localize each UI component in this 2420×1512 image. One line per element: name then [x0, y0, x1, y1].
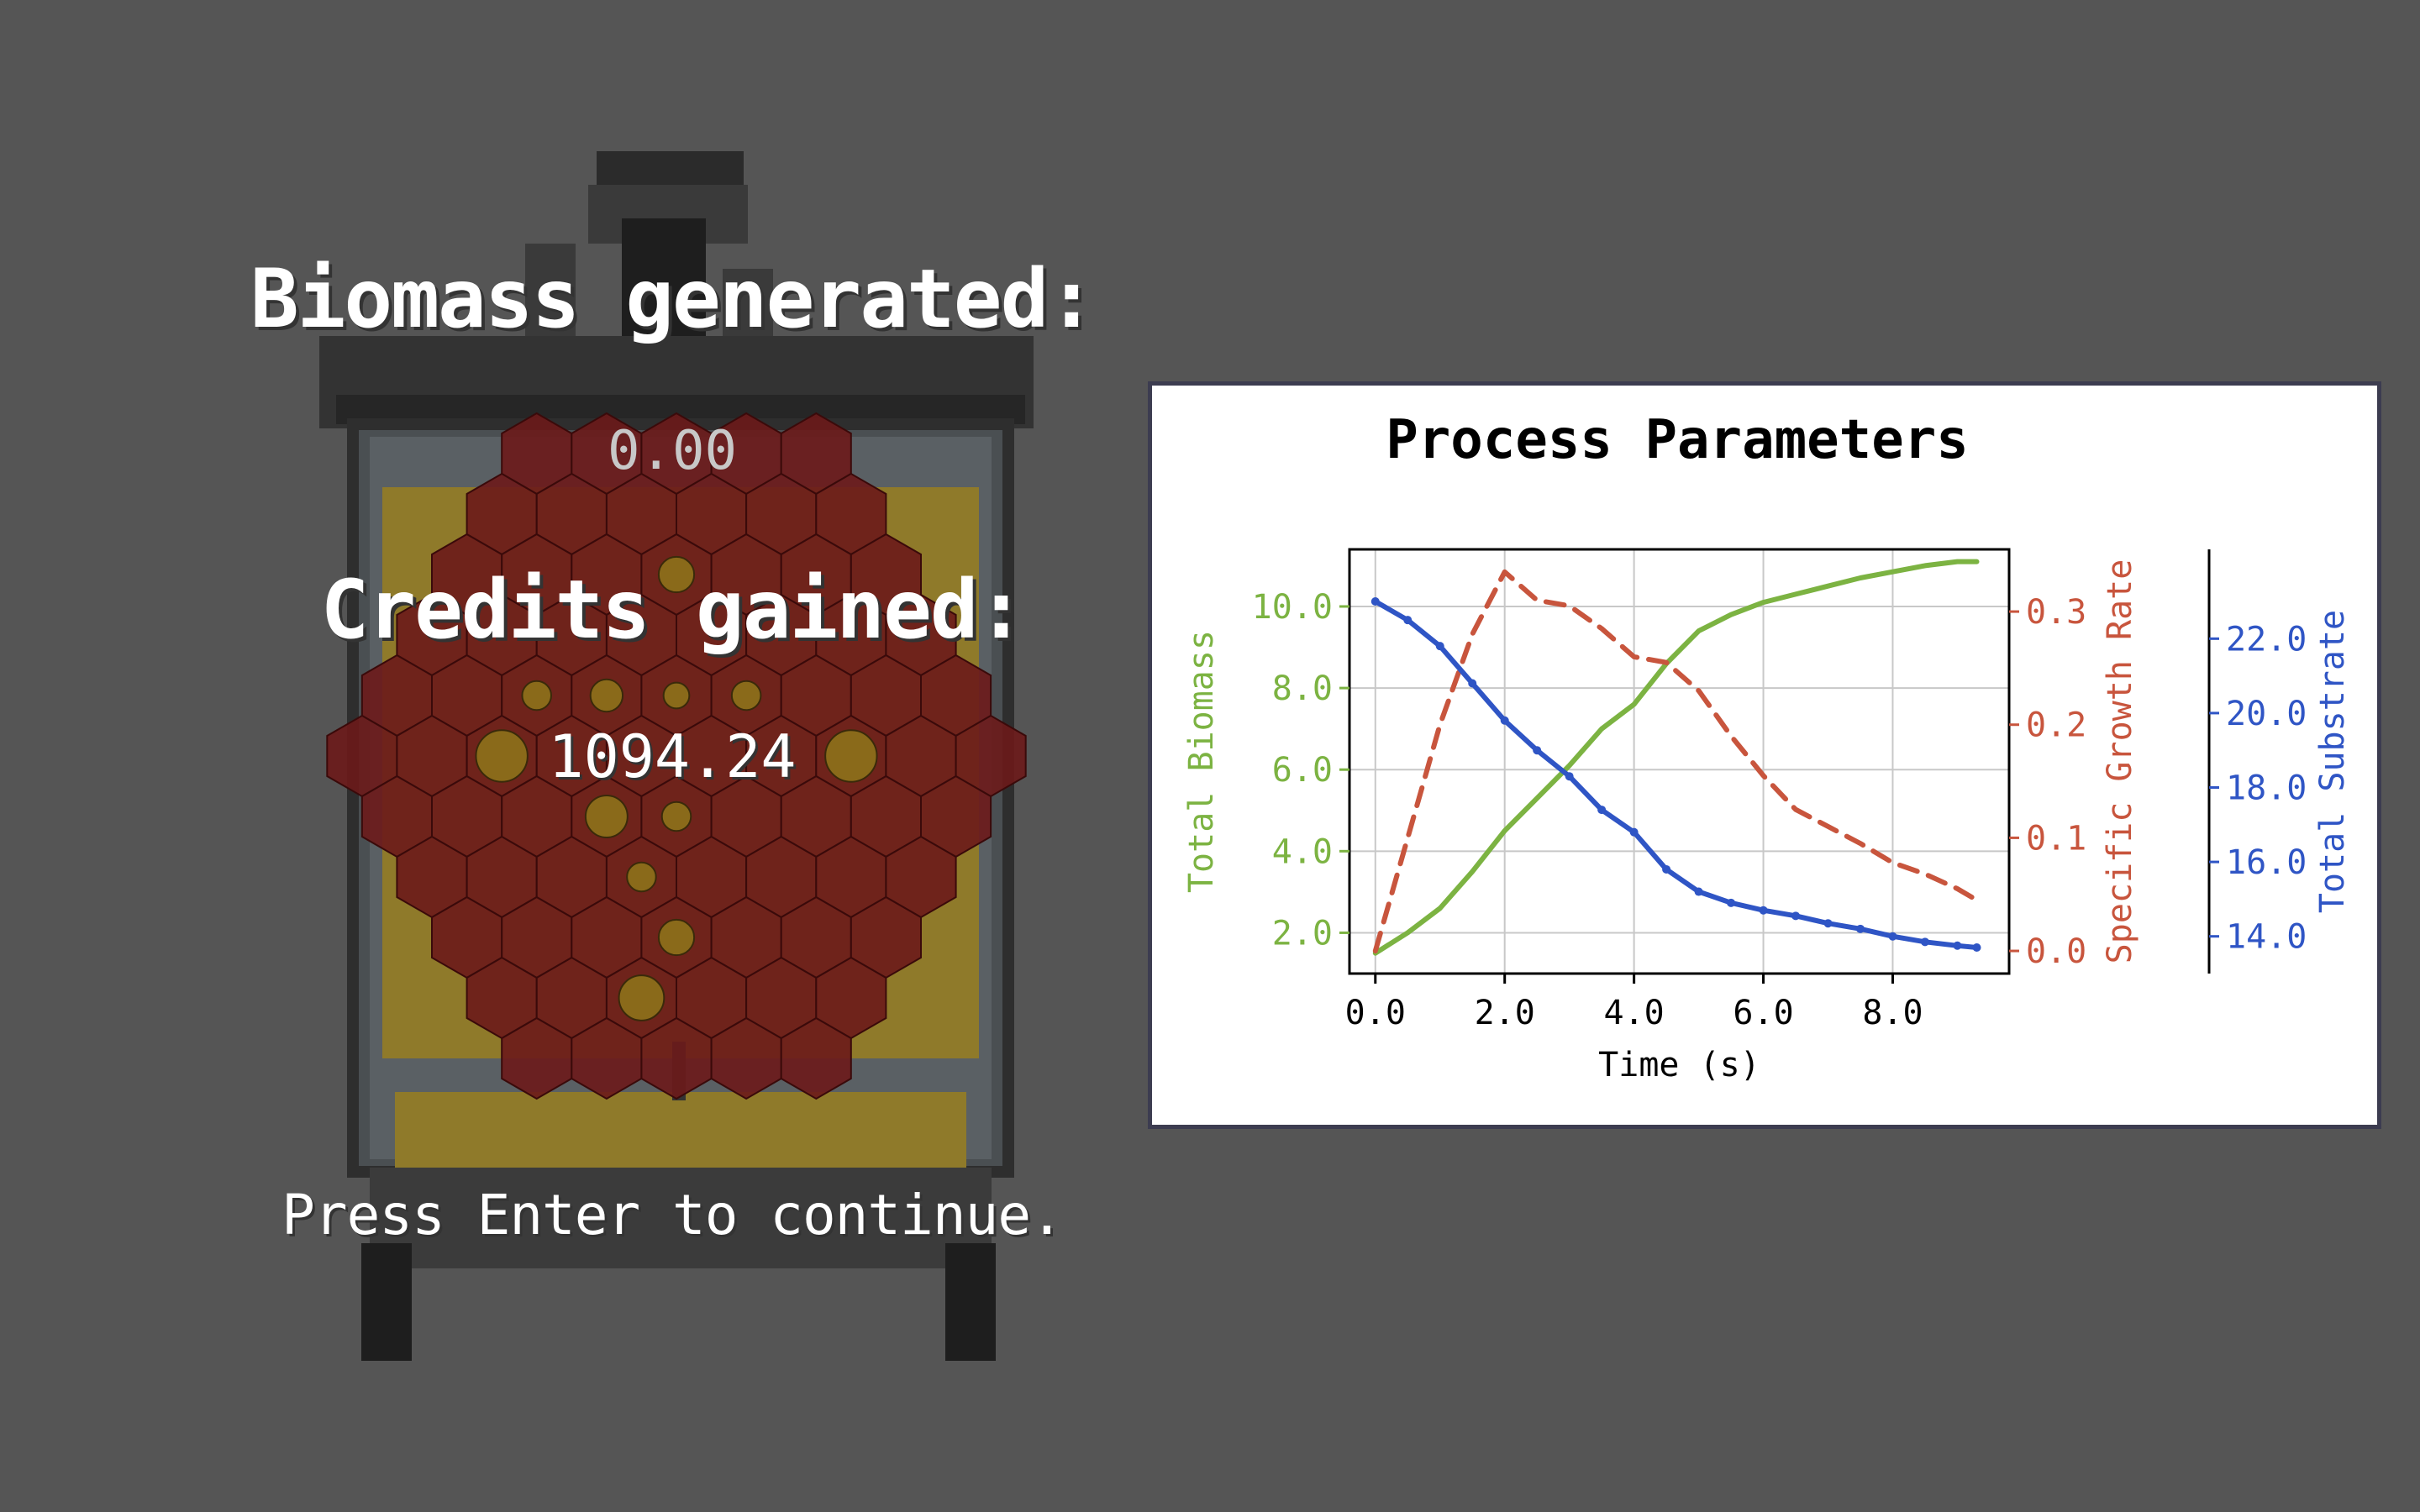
substrate-point: [1727, 898, 1736, 907]
substrate-bubble: [626, 861, 657, 893]
growth-axis-label: Specific Growth Rate: [2101, 559, 2139, 964]
biomass-tick-label: 4.0: [1272, 832, 1333, 871]
substrate-tick-label: 16.0: [2226, 843, 2307, 882]
x-tick-label: 4.0: [1604, 994, 1665, 1032]
chart-title: Process Parameters: [1386, 409, 1969, 471]
substrate-axis-label: Total Substrate: [2313, 610, 2352, 913]
reactor-leg-left: [361, 1243, 412, 1361]
biomass-tick-label: 10.0: [1252, 588, 1333, 627]
series-line-substrate: [1372, 599, 1980, 950]
substrate-point: [1565, 772, 1574, 781]
substrate-point: [1533, 746, 1542, 755]
growth-tick-label: 0.0: [2026, 932, 2086, 971]
substrate-bubble: [475, 729, 529, 783]
substrate-point: [1403, 616, 1413, 625]
x-tick-label: 6.0: [1733, 994, 1793, 1032]
reactor-base: [370, 1168, 992, 1268]
hex-cell: [780, 1016, 852, 1100]
process-parameters-chart: Process Parameters 0.0 2.0 4.0 6.0 8.0 Time (…: [1148, 381, 2381, 1129]
plot-frame: [1348, 548, 2011, 975]
substrate-bubble: [657, 555, 696, 594]
x-tick-label: 0.0: [1345, 994, 1406, 1032]
substrate-bubble: [660, 801, 692, 832]
reactor-pipe-right: [723, 269, 773, 344]
reactor-medium-bottom: [395, 1092, 966, 1168]
substrate-tick-label: 22.0: [2226, 620, 2307, 659]
reactor-motor-dark: [622, 218, 706, 344]
series-line-biomass: [1372, 559, 1980, 956]
cell-hex-grid: [326, 412, 1027, 1100]
substrate-point: [1920, 937, 1929, 947]
substrate-point: [1791, 911, 1801, 921]
substrate-point: [1500, 716, 1509, 725]
biomass-tick-label: 8.0: [1272, 669, 1333, 708]
substrate-point: [1370, 597, 1380, 606]
substrate-bubble: [589, 678, 624, 713]
reactor-leg-right: [945, 1243, 996, 1361]
substrate-point: [1953, 941, 1962, 950]
substrate-point: [1597, 806, 1607, 815]
biomass-generated-label: Biomass generated:: [250, 252, 1096, 346]
reactor-pipe-left: [525, 244, 576, 344]
substrate-tick-label: 18.0: [2226, 769, 2307, 808]
substrate-bubble: [662, 681, 691, 710]
substrate-bubble: [824, 729, 878, 783]
biomass-axis-label: Total Biomass: [1182, 630, 1221, 893]
substrate-point: [1759, 906, 1768, 915]
growth-tick-label: 0.3: [2026, 593, 2086, 632]
substrate-point: [1694, 887, 1703, 896]
substrate-point: [1823, 919, 1833, 928]
substrate-point: [1629, 827, 1639, 837]
x-tick-label: 2.0: [1475, 994, 1535, 1032]
plot-area: 0.0 2.0 4.0 6.0 8.0 Time (s) 2.0 4.0 6.0 8.0 10.0 T…: [1182, 548, 2352, 1084]
substrate-point: [1972, 942, 1981, 952]
substrate-point: [1888, 932, 1897, 941]
substrate-point: [1435, 642, 1444, 651]
biomass-generated-value: 0.00: [607, 420, 738, 482]
substrate-bubble: [618, 974, 666, 1021]
series-line-growth: [1372, 569, 1980, 954]
x-axis-label: Time (s): [1598, 1046, 1760, 1084]
biomass-tick-label: 6.0: [1272, 751, 1333, 790]
chart-canvas: Process Parameters 0.0 2.0 4.0 6.0 8.0 Time (…: [1182, 409, 2352, 1084]
substrate-bubble: [521, 680, 553, 711]
credits-gained-label: Credits gained:: [320, 563, 1026, 657]
continue-prompt: Press Enter to continue.: [281, 1183, 1064, 1247]
substrate-bubble: [657, 918, 696, 957]
growth-tick-label: 0.2: [2026, 706, 2086, 745]
substrate-point: [1662, 864, 1671, 874]
biomass-tick-label: 2.0: [1272, 914, 1333, 953]
x-tick-label: 8.0: [1862, 994, 1923, 1032]
substrate-point: [1855, 924, 1865, 933]
substrate-tick-label: 14.0: [2226, 918, 2307, 957]
substrate-tick-label: 20.0: [2226, 695, 2307, 733]
substrate-bubble: [584, 795, 629, 838]
growth-tick-label: 0.1: [2026, 819, 2086, 858]
credits-gained-value: 1094.24: [548, 722, 797, 791]
substrate-point: [1468, 679, 1477, 688]
substrate-bubble: [730, 680, 762, 711]
bioreactor-sprite: [319, 151, 1034, 1361]
